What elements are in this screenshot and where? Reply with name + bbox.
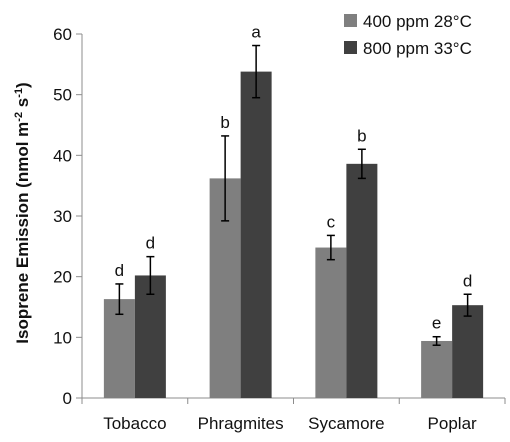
- y-tick-label: 30: [53, 207, 72, 226]
- bar: [421, 340, 453, 398]
- legend-label: 800 ppm 33°C: [363, 39, 472, 58]
- bar: [134, 275, 166, 398]
- bars: d d b a c b e d: [103, 23, 484, 398]
- y-tick-label: 0: [63, 389, 72, 408]
- error-bar: [115, 283, 124, 316]
- error-bar: [146, 255, 155, 296]
- significance-letter: a: [251, 23, 261, 42]
- y-tick-label: 40: [53, 146, 72, 165]
- bar: [315, 247, 347, 398]
- bar: [240, 71, 272, 398]
- y-tick-label: 50: [53, 86, 72, 105]
- error-bar: [357, 148, 366, 180]
- x-tick-label: Sycamore: [308, 414, 385, 433]
- x-tick-label: Phragmites: [198, 414, 284, 433]
- legend-swatch: [344, 14, 357, 27]
- y-axis: 0 10 20 30 40 50 60: [53, 25, 83, 408]
- x-tick-label: Poplar: [428, 414, 477, 433]
- legend: 400 ppm 28°C 800 ppm 33°C: [344, 12, 472, 58]
- legend-swatch: [344, 41, 357, 54]
- error-bar: [432, 335, 441, 346]
- significance-letter: e: [432, 314, 441, 333]
- significance-letter: d: [146, 234, 155, 253]
- error-bar: [326, 234, 335, 261]
- y-tick-label: 10: [53, 328, 72, 347]
- bar: [346, 163, 378, 398]
- significance-letter: b: [220, 113, 229, 132]
- error-bar: [463, 293, 472, 317]
- significance-letter: d: [115, 261, 124, 280]
- y-axis-label: Isoprene Emission (nmol m-2 s-1): [13, 82, 32, 343]
- error-bar: [252, 44, 261, 99]
- significance-letter: b: [357, 126, 366, 145]
- y-tick-label: 60: [53, 25, 72, 44]
- significance-letter: d: [463, 271, 472, 290]
- x-axis: Tobacco Phragmites Sycamore Poplar: [81, 397, 506, 433]
- bar: [452, 305, 484, 398]
- error-bar: [221, 135, 230, 222]
- significance-letter: c: [327, 212, 336, 231]
- x-tick-label: Tobacco: [103, 414, 166, 433]
- bar: [103, 299, 135, 398]
- y-tick-label: 20: [53, 268, 72, 287]
- legend-label: 400 ppm 28°C: [363, 12, 472, 31]
